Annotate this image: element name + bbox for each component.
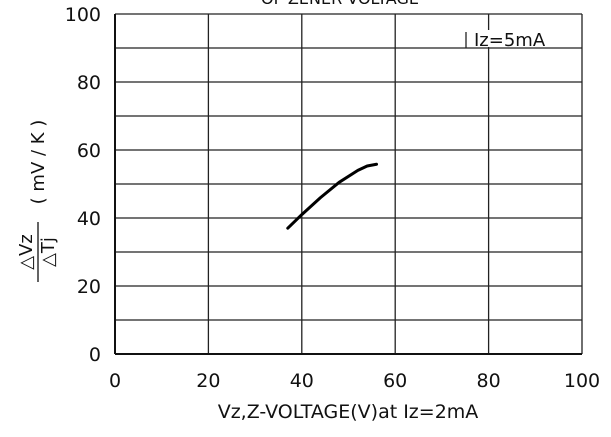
y-label-numerator: △Vz [16, 234, 37, 270]
y-tick-label: 40 [77, 208, 101, 230]
x-tick-label: 80 [477, 370, 501, 392]
y-axis-label: △Vz △Tj ( mV / K ) [16, 120, 59, 282]
y-label-denominator: △Tj [38, 237, 59, 267]
y-tick-label: 0 [89, 344, 101, 366]
chart-title: OF ZENER VOLTAGE [261, 0, 419, 8]
annotation-box [466, 30, 580, 47]
y-tick-label: 100 [65, 4, 101, 26]
annotation: Iz=5mA [474, 30, 546, 51]
x-tick-label: 0 [109, 370, 121, 392]
x-tick-label: 40 [290, 370, 314, 392]
x-tick-label: 60 [383, 370, 407, 392]
y-tick-label: 20 [77, 276, 101, 298]
data-line [286, 162, 379, 230]
y-tick-label: 80 [77, 72, 101, 94]
x-tick-label: 20 [196, 370, 220, 392]
y-tick-label: 60 [77, 140, 101, 162]
y-label-unit: ( mV / K ) [28, 120, 49, 205]
x-axis-label: Vz,Z-VOLTAGE(V)at Iz=2mA [218, 401, 479, 423]
x-tick-label: 100 [564, 370, 600, 392]
